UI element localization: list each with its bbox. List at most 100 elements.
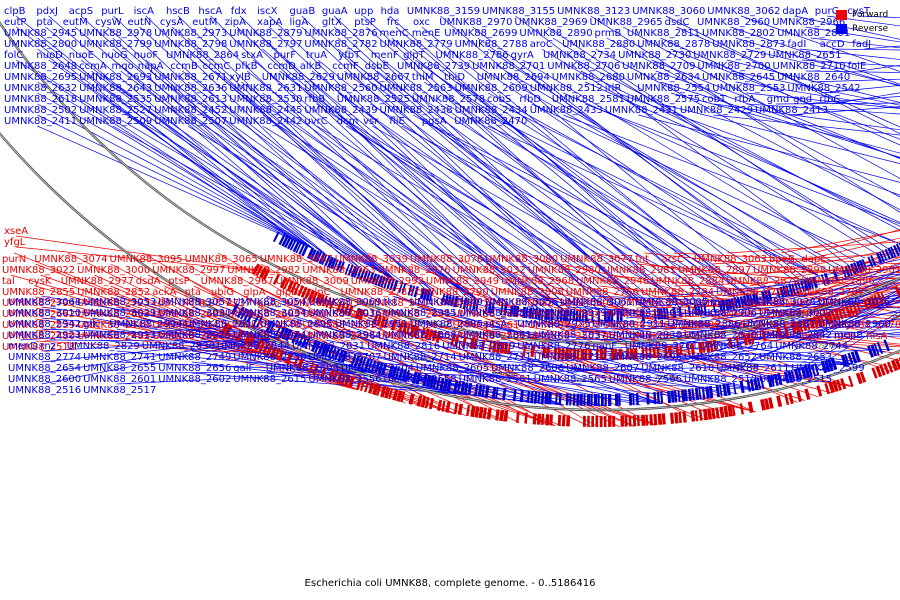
reverse-gene-label: pfkB — [235, 61, 258, 72]
forward-gene-label-leader — [716, 287, 900, 331]
reverse-gene-label-leader — [733, 282, 900, 341]
reverse-gene-label: UMNK88_2799 — [79, 39, 152, 50]
reverse-gene-block — [593, 394, 597, 406]
forward-gene-block — [424, 397, 430, 409]
reverse-gene-block — [788, 284, 794, 296]
reverse-gene-block — [463, 382, 469, 395]
forward-gene-label: UMNK88_3039 — [335, 254, 408, 265]
reverse-gene-block — [681, 389, 686, 402]
reverse-gene-block — [791, 283, 797, 295]
reverse-gene-label: alkB — [300, 61, 322, 72]
forward-gene-label: fghA — [254, 298, 277, 309]
forward-gene-block — [474, 406, 480, 418]
reverse-gene-block — [575, 310, 579, 322]
forward-gene-label: UMNK88_3009 — [276, 276, 349, 287]
reverse-gene-label-leader — [599, 318, 900, 363]
forward-gene-label: UMNK88_2518 — [2, 342, 75, 353]
forward-gene-label: UMNK88_2980 — [528, 265, 601, 276]
forward-gene-label-leader — [609, 274, 900, 308]
reverse-gene-block — [804, 365, 811, 379]
forward-gene-label: UMNK88_2949 — [426, 276, 499, 287]
forward-gene-block — [220, 322, 230, 335]
forward-gene-block — [848, 375, 854, 387]
reverse-gene-block — [526, 390, 531, 403]
forward-gene-block — [761, 330, 767, 342]
reverse-gene-label: hda — [381, 6, 400, 17]
reverse-gene-label: UMNK88_2515 — [759, 374, 832, 385]
forward-gene-block — [557, 414, 562, 426]
forward-gene-block — [572, 348, 577, 360]
reverse-gene-block — [718, 300, 723, 312]
reverse-gene-label-leader — [374, 361, 704, 400]
forward-gene-block — [297, 285, 305, 297]
reverse-gene-label: iscA — [134, 6, 154, 17]
reverse-gene-block — [732, 382, 737, 395]
forward-gene-label: UMNK88_2644 — [528, 309, 601, 320]
forward-gene-label: dapE — [801, 254, 826, 265]
reverse-gene-block — [441, 293, 446, 305]
forward-gene-block — [348, 376, 355, 388]
reverse-gene-block — [703, 303, 707, 315]
reverse-gene-block — [870, 344, 878, 357]
reverse-gene-label: UMNK88_2631 — [229, 83, 302, 94]
forward-gene-label: UMNK88_2688 — [152, 309, 225, 320]
reverse-gene-block — [344, 263, 351, 275]
reverse-gene-label-leader — [726, 59, 900, 103]
reverse-gene-label: UMNK88_2634 — [627, 72, 700, 83]
forward-gene-block — [652, 346, 657, 359]
forward-gene-label: UMNK88_2642 — [453, 309, 526, 320]
forward-gene-label: UMNK88_2474 — [753, 320, 826, 331]
reverse-gene-block — [632, 393, 635, 406]
reverse-gene-label: UMNK88_2905 — [609, 308, 682, 319]
reverse-gene-block — [335, 260, 343, 272]
reverse-gene-label: nuoE — [69, 50, 94, 61]
forward-gene-block — [388, 388, 394, 400]
reverse-gene-label: UMNK88_2656 — [158, 363, 231, 374]
forward-gene-block — [402, 322, 408, 334]
reverse-gene-label: UMNK88_2986 — [459, 308, 532, 319]
reverse-gene-block — [674, 390, 678, 403]
forward-gene-block — [380, 385, 387, 398]
forward-gene-block — [890, 359, 899, 372]
reverse-gene-label: UMNK88_2560 — [304, 83, 377, 94]
reverse-gene-label-leader — [145, 15, 432, 291]
reverse-gene-block — [810, 364, 816, 377]
reverse-gene-label: UMNK88_2819 — [442, 341, 515, 352]
reverse-gene-label: UMNK88_2801 — [777, 28, 850, 39]
forward-gene-label: cdd — [152, 298, 170, 309]
reverse-gene-label: UMNK88_2879 — [229, 28, 302, 39]
forward-gene-block — [561, 415, 566, 427]
forward-gene-label-leader — [260, 307, 556, 427]
forward-gene-block — [565, 348, 569, 360]
reverse-gene-block — [563, 310, 567, 322]
reverse-gene-label: rfbD — [519, 94, 541, 105]
reverse-gene-label: UMNK88_2530 — [229, 94, 302, 105]
reverse-gene-label: eutN — [128, 17, 152, 28]
reverse-gene-label: UMNK88_2895 — [260, 319, 333, 330]
reverse-gene-label: thiM — [412, 72, 434, 83]
reverse-gene-label-leader — [492, 363, 854, 374]
reverse-gene-block — [684, 389, 688, 402]
forward-gene-block — [727, 337, 733, 349]
reverse-gene-label-leader — [831, 48, 900, 51]
reverse-gene-label-leader — [266, 306, 565, 406]
forward-gene-block — [541, 413, 545, 425]
reverse-gene-label-leader — [642, 309, 900, 374]
forward-gene-block — [705, 340, 711, 353]
reverse-gene-label: UMNK88_2438 — [380, 105, 453, 116]
forward-gene-block — [801, 319, 808, 332]
reverse-gene-label: mqo — [112, 61, 134, 72]
forward-gene-label: UMNK88_2766 — [566, 287, 639, 298]
forward-gene-label: UMNK88_2977 — [61, 276, 134, 287]
reverse-gene-block — [604, 311, 607, 322]
reverse-gene-block — [746, 379, 752, 392]
forward-gene-label: UMNK88_3074 — [34, 254, 107, 265]
forward-gene-block — [719, 406, 725, 418]
reverse-gene-label-leader — [293, 317, 599, 407]
reverse-gene-label: UMNK88_2974 — [233, 330, 306, 341]
reverse-gene-label: pta — [36, 17, 52, 28]
reverse-gene-label: UMNK88_2609 — [455, 83, 528, 94]
reverse-gene-label: UMNK88_3005 — [635, 297, 708, 308]
forward-gene-label: UMNK88_2784 — [641, 287, 714, 298]
forward-gene-label: UMNK88_3065 — [185, 254, 258, 265]
